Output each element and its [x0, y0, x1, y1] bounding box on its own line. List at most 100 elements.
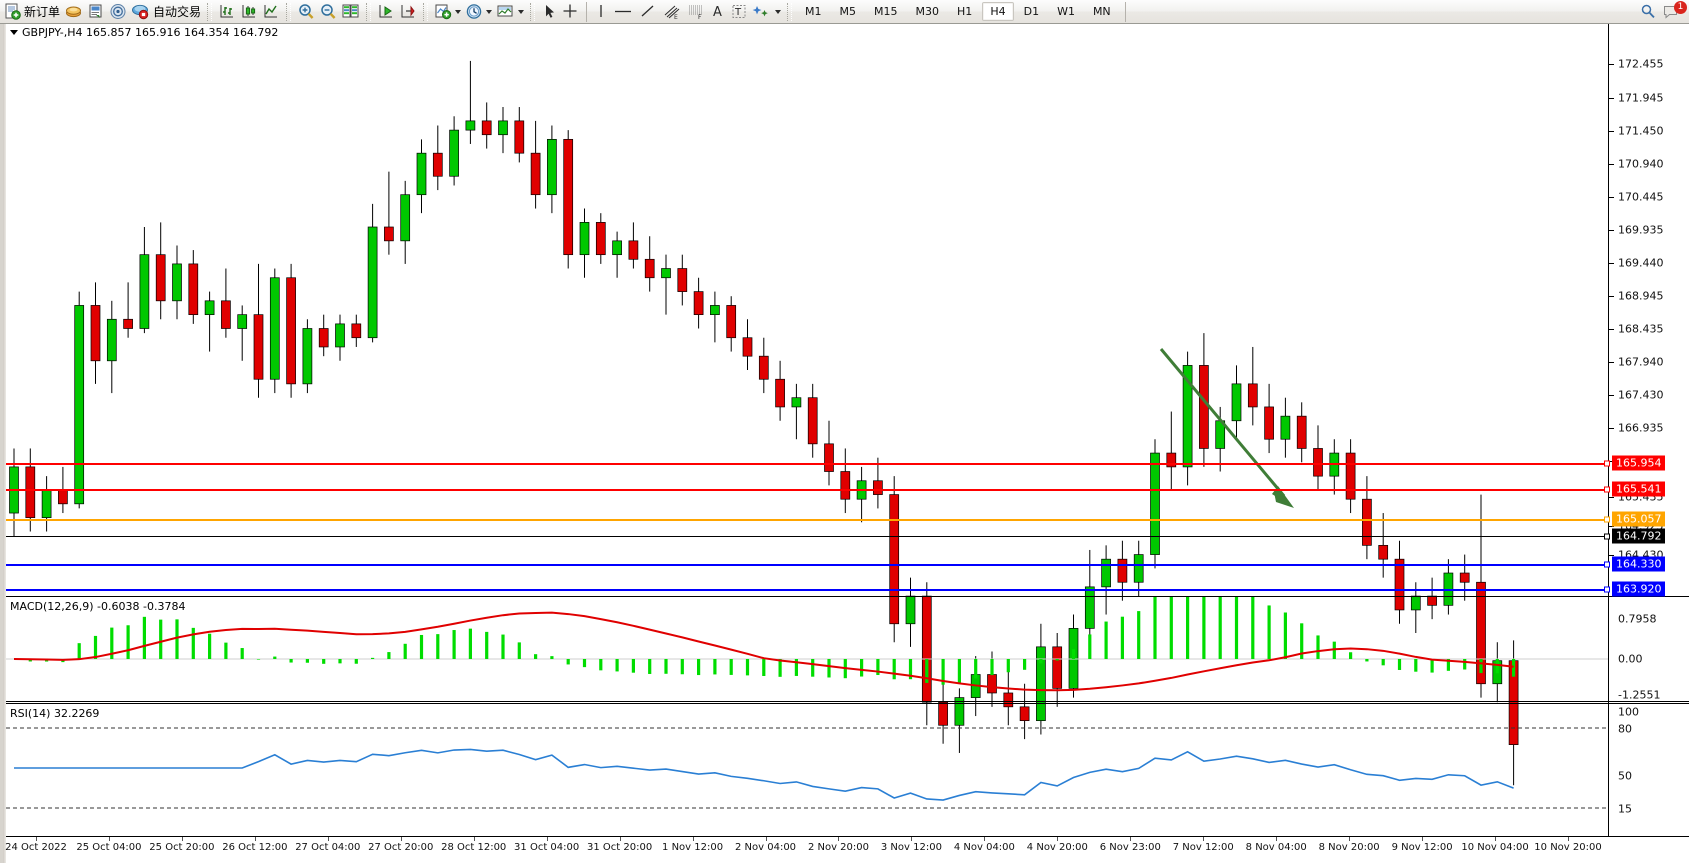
timeframe-w1[interactable]: W1	[1057, 5, 1075, 18]
timeframe-mn[interactable]: MN	[1092, 5, 1111, 18]
level-handle[interactable]	[1604, 533, 1610, 539]
timeframe-m1[interactable]: M1	[805, 5, 822, 18]
terminal-button[interactable]	[85, 1, 107, 23]
search-icon	[1641, 4, 1655, 19]
level-handle[interactable]	[1604, 516, 1610, 522]
macd-svg	[6, 597, 1608, 692]
rsi-subwindow[interactable]: RSI(14) 32.2269	[6, 703, 1608, 828]
price-tick	[1609, 526, 1614, 527]
autotrading-button[interactable]: 自动交易	[129, 1, 203, 23]
time-axis-label: 10 Nov 04:00	[1461, 842, 1529, 853]
chevron-down-icon[interactable]	[518, 9, 525, 14]
price-tick-label: 170.445	[1618, 190, 1664, 204]
chart-container[interactable]: GBPJPY-,H4 165.857 165.916 164.354 164.7…	[0, 24, 1689, 863]
time-axis-label: 10 Nov 20:00	[1534, 842, 1602, 853]
autotrading-icon	[132, 4, 149, 20]
support-line-163920[interactable]	[6, 589, 1608, 591]
new-order-button[interactable]: 新订单	[2, 1, 62, 23]
toolbar-separator	[530, 2, 536, 21]
line-chart-icon	[264, 5, 278, 18]
shapes-button[interactable]	[750, 1, 783, 23]
macd-subwindow[interactable]: MACD(12,26,9) -0.6038 -0.3784	[6, 596, 1608, 702]
price-plot[interactable]: MACD(12,26,9) -0.6038 -0.3784 RSI(14) 32…	[6, 24, 1608, 836]
bar-chart-button[interactable]	[216, 1, 238, 23]
time-tick	[1057, 837, 1059, 841]
timeframe-m15[interactable]: M15	[874, 5, 898, 18]
svg-text:A: A	[713, 5, 722, 20]
time-tick	[400, 837, 402, 841]
crosshair-icon	[563, 4, 577, 18]
price-tick-label: 167.940	[1618, 355, 1664, 369]
chevron-down-icon[interactable]	[486, 9, 493, 14]
chevron-down-icon[interactable]	[775, 9, 782, 14]
level-163920[interactable]: 163.920	[1604, 581, 1665, 597]
price-axis[interactable]: 172.455 171.945 171.450 170.940 170.445 169.9…	[1604, 24, 1689, 836]
resistance-line-165954[interactable]	[6, 463, 1608, 465]
text-button[interactable]: A	[708, 1, 728, 23]
macd-scale-top: 0.7958	[1618, 612, 1657, 626]
price-tick-label: 169.935	[1618, 223, 1664, 237]
cursor-button[interactable]	[539, 1, 559, 23]
chart-shift-icon	[401, 5, 415, 18]
rsi-axis: 100 80 50 15	[1609, 703, 1689, 836]
timeframe-m5[interactable]: M5	[839, 5, 857, 18]
auto-scroll-button[interactable]	[375, 1, 397, 23]
chevron-down-icon[interactable]	[455, 9, 462, 14]
horizontal-line-button[interactable]	[610, 1, 636, 23]
level-165057[interactable]: 165.057	[1604, 511, 1665, 527]
chart-shift-button[interactable]	[397, 1, 419, 23]
indicators-button[interactable]	[432, 1, 463, 23]
search-button[interactable]	[1637, 1, 1659, 23]
time-axis[interactable]: 24 Oct 2022 25 Oct 04:00 25 Oct 20:00 26 Oc…	[5, 836, 1689, 863]
zoom-out-button[interactable]	[317, 1, 339, 23]
candlestick-chart-button[interactable]	[238, 1, 260, 23]
level-164792[interactable]: 164.792	[1604, 528, 1665, 544]
level-handle[interactable]	[1604, 561, 1610, 567]
pivot-line-165057[interactable]	[6, 519, 1608, 521]
support-line-164330[interactable]	[6, 564, 1608, 566]
price-tick	[1609, 164, 1614, 165]
main-toolbar: 新订单	[0, 0, 1689, 24]
level-165954[interactable]: 165.954	[1604, 455, 1665, 471]
time-tick	[1349, 837, 1351, 841]
text-label-button[interactable]: T	[728, 1, 750, 23]
trendline-button[interactable]	[636, 1, 660, 23]
alerts-button[interactable]: 1	[1659, 0, 1689, 23]
tile-windows-button[interactable]	[339, 1, 362, 23]
level-165541[interactable]: 165.541	[1604, 481, 1665, 497]
time-axis-label: 8 Nov 20:00	[1318, 842, 1380, 853]
zoom-in-button[interactable]	[295, 1, 317, 23]
level-164330[interactable]: 164.330	[1604, 556, 1665, 572]
bid-line-164792[interactable]	[6, 536, 1608, 537]
resistance-line-165541[interactable]	[6, 489, 1608, 491]
price-tick-label: 172.455	[1618, 57, 1664, 71]
level-handle[interactable]	[1604, 460, 1610, 466]
symbol-header[interactable]: GBPJPY-,H4 165.857 165.916 164.354 164.7…	[10, 26, 278, 39]
line-chart-button[interactable]	[260, 1, 282, 23]
zoom-out-icon	[321, 4, 336, 19]
time-tick	[1422, 837, 1424, 841]
time-axis-label: 31 Oct 04:00	[514, 842, 580, 853]
expert-advisors-button[interactable]	[62, 1, 85, 23]
autotrading-label: 自动交易	[153, 5, 202, 19]
price-tick	[1609, 263, 1614, 264]
time-axis-label: 8 Nov 04:00	[1245, 842, 1307, 853]
timeframe-m30[interactable]: M30	[915, 5, 940, 18]
timeframe-d1[interactable]: D1	[1023, 5, 1040, 18]
chevron-down-icon[interactable]	[10, 30, 18, 35]
periodicity-button[interactable]	[463, 1, 494, 23]
vertical-line-button[interactable]	[592, 1, 610, 23]
level-handle[interactable]	[1604, 586, 1610, 592]
data-window-button[interactable]	[107, 1, 129, 23]
fibonacci-button[interactable]: F	[684, 1, 708, 23]
timeframe-h4[interactable]: H4	[982, 2, 1014, 21]
time-tick	[838, 837, 840, 841]
chart-scroll-track[interactable]	[3, 24, 6, 863]
equidistant-channel-button[interactable]: E	[660, 1, 684, 23]
toolbar-separator	[286, 2, 292, 21]
crosshair-button[interactable]	[559, 1, 581, 23]
level-handle[interactable]	[1604, 486, 1610, 492]
templates-button[interactable]	[494, 1, 526, 23]
timeframe-h1[interactable]: H1	[957, 5, 973, 18]
auto-scroll-icon	[379, 5, 393, 18]
